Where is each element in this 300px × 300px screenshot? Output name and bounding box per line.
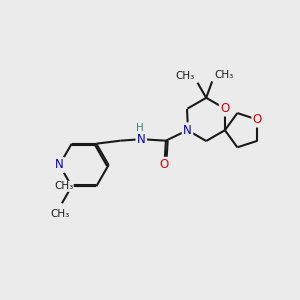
Text: N: N bbox=[137, 133, 146, 146]
Text: H: H bbox=[136, 123, 144, 133]
Text: CH₃: CH₃ bbox=[54, 181, 73, 191]
Text: O: O bbox=[253, 113, 262, 126]
Text: O: O bbox=[220, 102, 230, 115]
Text: N: N bbox=[55, 158, 64, 172]
Text: CH₃: CH₃ bbox=[176, 71, 195, 81]
Text: O: O bbox=[160, 158, 169, 171]
Text: CH₃: CH₃ bbox=[214, 70, 234, 80]
Text: CH₃: CH₃ bbox=[51, 208, 70, 219]
Text: N: N bbox=[183, 124, 192, 137]
